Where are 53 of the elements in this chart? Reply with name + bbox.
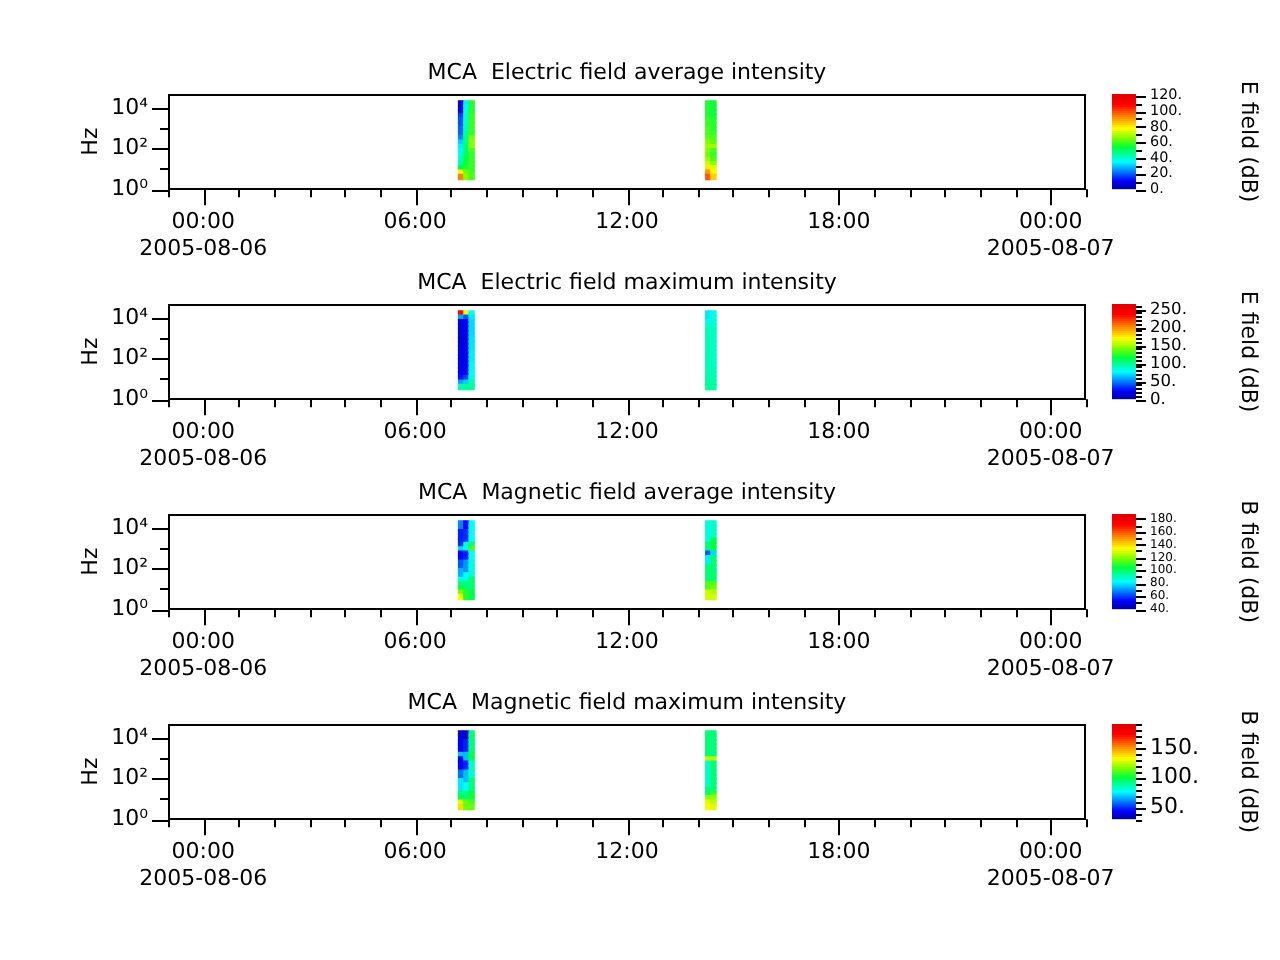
x-tick-label: 12:00 (595, 838, 659, 865)
color-bar-label: 50. (1150, 793, 1185, 820)
x-tick-label: 00:00 2005-08-07 (986, 628, 1115, 681)
y-axis-title: Hz (76, 337, 103, 366)
x-tick-label: 12:00 (595, 628, 659, 655)
y-tick-label: 10⁴ (111, 303, 150, 330)
color-bar-label: 150. (1150, 333, 1187, 354)
x-tick-label: 00:00 2005-08-06 (139, 208, 268, 261)
x-tick-label: 00:00 2005-08-06 (139, 838, 268, 891)
chart-title: MCA Electric field maximum intensity (417, 268, 838, 295)
y-tick-label: 10⁰ (111, 174, 150, 201)
y-tick-label: 10⁴ (111, 723, 150, 750)
y-axis-title: Hz (76, 127, 103, 156)
color-bar-label: 250. (1150, 297, 1187, 318)
x-tick-label: 00:00 2005-08-07 (986, 418, 1115, 471)
y-tick-label: 10² (111, 764, 148, 791)
color-bar-title: E field (dB) (1236, 290, 1263, 413)
color-bar-label: 0. (1150, 387, 1166, 408)
x-tick-label: 18:00 (807, 838, 871, 865)
x-tick-label: 06:00 (383, 838, 447, 865)
x-tick-label: 12:00 (595, 418, 659, 445)
y-tick-label: 10⁰ (111, 384, 150, 411)
x-tick-label: 00:00 2005-08-07 (986, 838, 1115, 891)
x-tick-label: 00:00 2005-08-06 (139, 418, 268, 471)
x-tick-label: 00:00 2005-08-06 (139, 628, 268, 681)
color-bar-label: 100. (1150, 351, 1187, 372)
y-axis-title: Hz (76, 757, 103, 786)
y-tick-label: 10⁰ (111, 804, 150, 831)
color-bar-label: 50. (1150, 369, 1177, 390)
x-tick-label: 18:00 (807, 628, 871, 655)
color-bar-title: B field (dB) (1236, 500, 1263, 623)
y-tick-label: 10⁰ (111, 594, 150, 621)
x-tick-label: 06:00 (383, 208, 447, 235)
chart-title: MCA Magnetic field average intensity (417, 478, 837, 505)
y-tick-label: 10² (111, 134, 148, 161)
y-tick-label: 10⁴ (111, 513, 150, 540)
color-bar-title: B field (dB) (1236, 710, 1263, 833)
y-axis-title: Hz (76, 547, 103, 576)
x-tick-label: 18:00 (807, 208, 871, 235)
x-tick-label: 00:00 2005-08-07 (986, 208, 1115, 261)
x-tick-label: 06:00 (383, 628, 447, 655)
y-tick-label: 10² (111, 344, 148, 371)
chart-title: MCA Magnetic field maximum intensity (407, 688, 848, 715)
x-tick-label: 12:00 (595, 208, 659, 235)
color-bar-label: 200. (1150, 315, 1187, 336)
color-bar-label: 100. (1150, 763, 1199, 790)
chart-title: MCA Electric field average intensity (427, 58, 828, 85)
x-tick-label: 18:00 (807, 418, 871, 445)
x-tick-label: 06:00 (383, 418, 447, 445)
color-bar-label: 150. (1150, 733, 1199, 760)
y-tick-label: 10⁴ (111, 93, 150, 120)
y-tick-label: 10² (111, 554, 148, 581)
color-bar-title: E field (dB) (1236, 80, 1263, 203)
